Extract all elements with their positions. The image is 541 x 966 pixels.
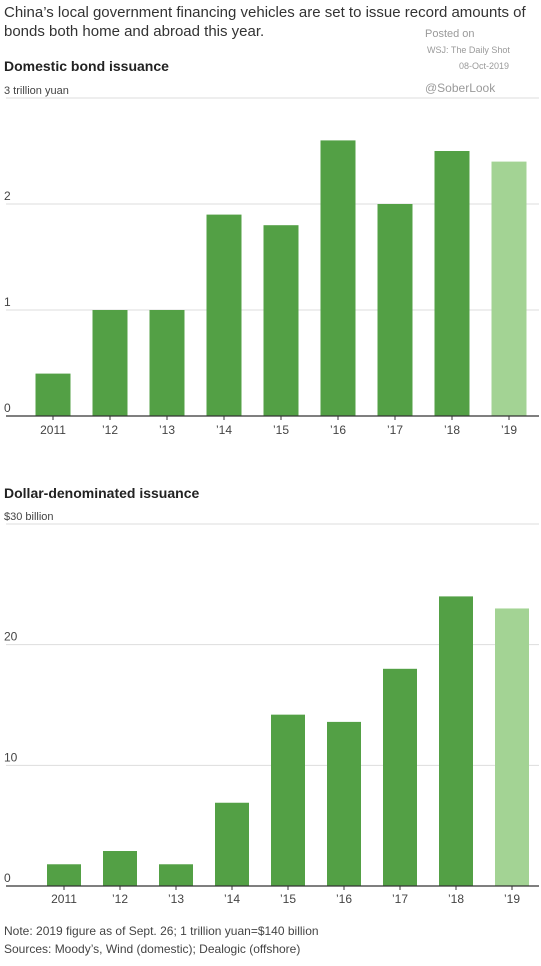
dollar-category-label: ’19 xyxy=(504,892,520,906)
headline: China’s local government financing vehic… xyxy=(4,4,526,40)
dollar-category-label: ’13 xyxy=(168,892,184,906)
dollar-category-label: ’17 xyxy=(392,892,408,906)
dollar-unit-label: $30 billion xyxy=(4,511,54,523)
domestic-bar xyxy=(149,310,185,416)
domestic-bar xyxy=(434,151,470,416)
dollar-bar xyxy=(383,668,417,886)
domestic-y-tick-label: 2 xyxy=(4,189,11,203)
dollar-bar xyxy=(159,864,193,886)
domestic-category-label: 2011 xyxy=(40,423,66,437)
watermark-handle: @SoberLook xyxy=(425,81,496,95)
domestic-category-label: ’18 xyxy=(444,423,460,437)
dollar-category-label: ’12 xyxy=(112,892,128,906)
dollar-category-label: ’18 xyxy=(448,892,464,906)
dollar-bar xyxy=(271,714,305,886)
domestic-bar xyxy=(35,373,71,416)
dollar-bar xyxy=(439,596,473,886)
domestic-bond-chart: 3 trillion yuan 0 1 2 2011 ’12 ’13 ’14 ’15 ’16 ’17… xyxy=(4,85,539,437)
dollar-bar xyxy=(215,802,249,886)
watermark-posted-on: Posted on xyxy=(425,28,475,40)
domestic-unit-label: 3 trillion yuan xyxy=(4,85,69,97)
watermark-source: WSJ: The Daily Shot xyxy=(427,45,510,55)
domestic-bar xyxy=(320,140,356,416)
footer-sources: Sources: Moody’s, Wind (domestic); Dealo… xyxy=(4,942,301,956)
domestic-category-label: ’13 xyxy=(159,423,175,437)
domestic-y-tick-label: 0 xyxy=(4,401,11,415)
domestic-category-label: ’17 xyxy=(387,423,403,437)
dollar-bar xyxy=(495,608,529,886)
domestic-category-label: ’16 xyxy=(330,423,346,437)
domestic-y-tick-label: 1 xyxy=(4,295,11,309)
dollar-bar xyxy=(327,721,361,886)
dollar-category-label: ’16 xyxy=(336,892,352,906)
domestic-bar xyxy=(377,204,413,416)
dollar-category-label: ’15 xyxy=(280,892,296,906)
domestic-category-label: ’15 xyxy=(273,423,289,437)
domestic-chart-title: Domestic bond issuance xyxy=(4,58,169,74)
domestic-category-label: ’14 xyxy=(216,423,232,437)
dollar-category-label: ’14 xyxy=(224,892,240,906)
dollar-issuance-chart: $30 billion 0 10 20 2011 ’12 ’13 ’14 ’15 ’16 ’17 ’1… xyxy=(4,511,539,906)
domestic-bar xyxy=(206,214,242,416)
footer: Note: 2019 figure as of Sept. 26; 1 tril… xyxy=(4,922,319,958)
dollar-y-tick-label: 10 xyxy=(4,750,18,764)
footer-note: Note: 2019 figure as of Sept. 26; 1 tril… xyxy=(4,924,319,938)
domestic-bar xyxy=(92,310,128,416)
watermark-date: 08-Oct-2019 xyxy=(459,61,510,71)
dollar-category-label: 2011 xyxy=(51,892,77,906)
domestic-category-label: ’19 xyxy=(501,423,517,437)
domestic-bar xyxy=(263,225,299,416)
dollar-chart-title: Dollar-denominated issuance xyxy=(4,485,200,501)
domestic-bar xyxy=(491,161,527,416)
dollar-bar xyxy=(47,864,81,886)
dollar-y-tick-label: 20 xyxy=(4,630,18,644)
dollar-bar xyxy=(103,851,137,886)
domestic-category-label: ’12 xyxy=(102,423,118,437)
dollar-y-tick-label: 0 xyxy=(4,871,11,885)
